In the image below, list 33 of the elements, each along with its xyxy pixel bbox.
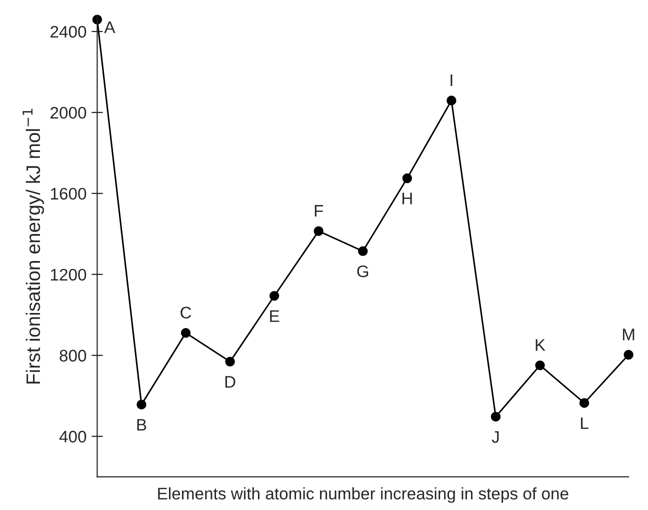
data-label: L	[581, 417, 588, 429]
point	[624, 350, 634, 360]
data-label: A	[104, 22, 116, 34]
data-label: M	[622, 328, 634, 340]
y-tick-label: 400	[59, 430, 86, 443]
data-label: C	[180, 306, 192, 319]
point	[225, 356, 235, 367]
data-label: K	[536, 339, 546, 351]
point	[402, 173, 412, 184]
y-tick-label: 2400	[50, 26, 86, 38]
y-axis-title: First ionisation energy/ kJ mol$^{−1}$	[22, 108, 44, 384]
y-tick-label: 1600	[50, 188, 86, 200]
point	[535, 360, 545, 370]
point	[446, 96, 456, 106]
point	[358, 246, 368, 256]
x-axis-title: Elements with atomic number increasing in steps of one	[158, 487, 568, 503]
point	[579, 398, 590, 408]
data-label: B	[137, 419, 146, 431]
data-label: D	[225, 376, 236, 388]
y-tick-label: 2000	[50, 106, 86, 119]
data-label: J	[492, 431, 499, 443]
data-label: I	[450, 74, 452, 86]
data-label: E	[270, 310, 280, 322]
point	[314, 226, 324, 236]
data-label: H	[402, 192, 412, 204]
data-label: F	[314, 205, 324, 217]
y-tick-label: 1200	[50, 268, 86, 281]
point	[269, 291, 280, 301]
data-label: G	[357, 265, 368, 278]
point	[180, 328, 191, 338]
point	[490, 412, 501, 422]
point	[136, 400, 146, 410]
y-tick-label: 800	[60, 350, 86, 362]
